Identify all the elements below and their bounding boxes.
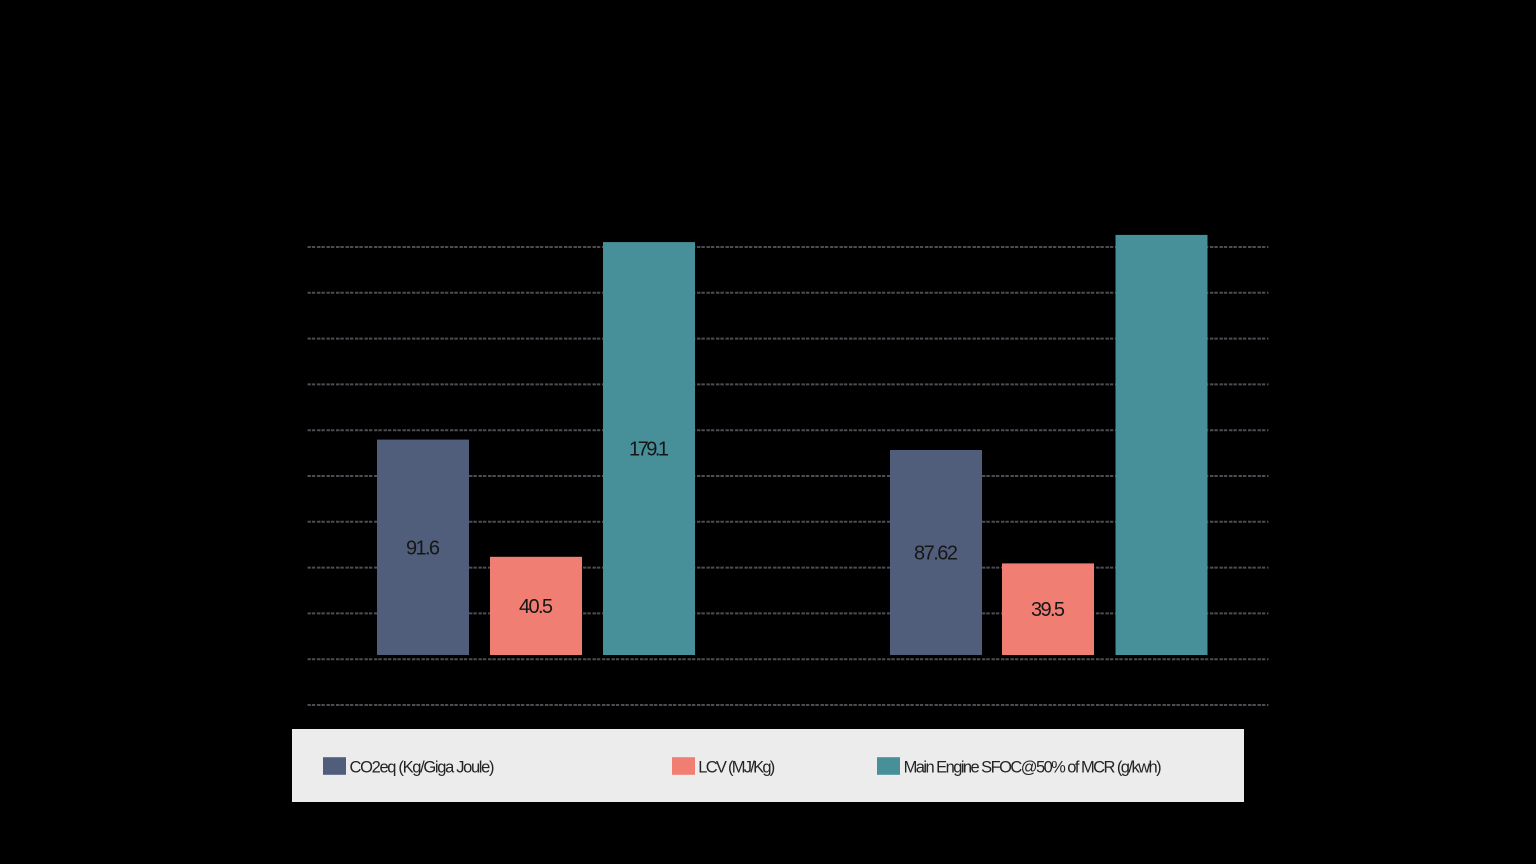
svg-text:Main Engine SFOC@50% of MCR (g: Main Engine SFOC@50% of MCR (g/kwh) <box>904 759 1162 777</box>
svg-text:87.62: 87.62 <box>914 543 958 565</box>
svg-text:CO2eq (Kg/Giga Joule): CO2eq (Kg/Giga Joule) <box>350 759 495 777</box>
svg-text:179.1: 179.1 <box>629 439 669 461</box>
svg-text:40.5: 40.5 <box>519 596 553 618</box>
svg-text:LCV (MJ/Kg): LCV (MJ/Kg) <box>698 759 775 777</box>
svg-text:39.5: 39.5 <box>1031 599 1065 621</box>
svg-text:91.6: 91.6 <box>406 537 440 559</box>
